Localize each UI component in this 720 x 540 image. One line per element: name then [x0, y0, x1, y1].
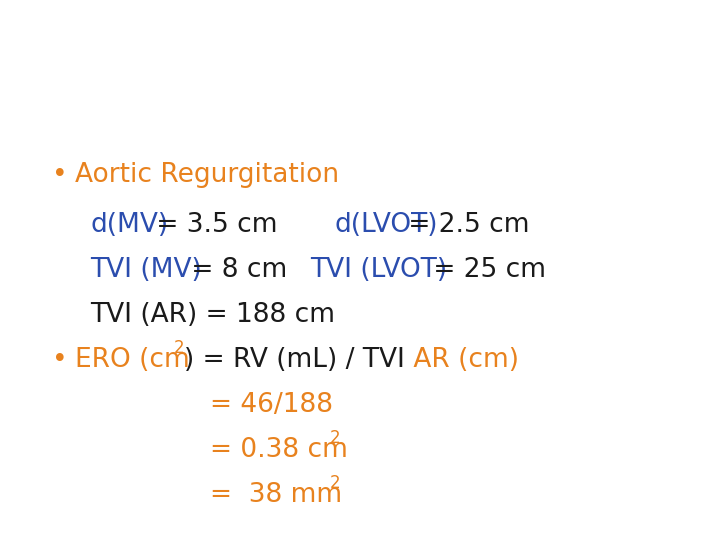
Text: 2: 2 [330, 474, 341, 492]
Text: = 8 cm: = 8 cm [183, 257, 287, 283]
Text: = 25 cm: = 25 cm [425, 257, 546, 283]
Text: ERO (cm: ERO (cm [75, 347, 190, 373]
Text: = 2.5 cm: = 2.5 cm [400, 212, 529, 238]
Text: d(LVOT): d(LVOT) [335, 212, 438, 238]
Text: 2: 2 [174, 339, 184, 357]
Text: •: • [52, 347, 68, 373]
Text: = 0.38 cm: = 0.38 cm [210, 437, 348, 463]
Text: •: • [52, 162, 68, 188]
Text: = 3.5 cm: = 3.5 cm [148, 212, 277, 238]
Text: =  38 mm: = 38 mm [210, 482, 342, 508]
Text: TVI (MV): TVI (MV) [90, 257, 202, 283]
Text: = 46/188: = 46/188 [210, 392, 333, 418]
Text: TVI (AR) = 188 cm: TVI (AR) = 188 cm [90, 302, 335, 328]
Text: ) = RV (mL) / TVI: ) = RV (mL) / TVI [184, 347, 405, 373]
Text: AR (cm): AR (cm) [405, 347, 519, 373]
Text: d(MV): d(MV) [90, 212, 168, 238]
Text: Aortic Regurgitation: Aortic Regurgitation [75, 162, 339, 188]
Text: TVI (LVOT): TVI (LVOT) [310, 257, 447, 283]
Text: 2: 2 [330, 429, 341, 447]
